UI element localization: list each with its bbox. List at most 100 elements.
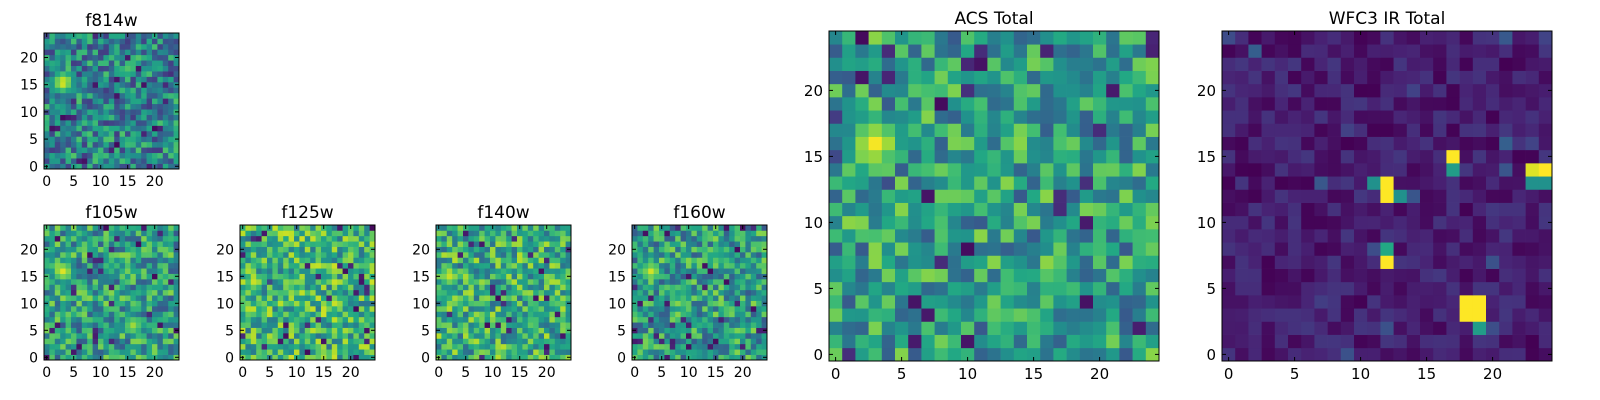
heatmap-cell [829,70,843,85]
heatmap-cell [152,81,158,88]
heatmap-cell [65,268,72,274]
heatmap-cell [135,273,142,280]
heatmap-cell [1486,308,1500,322]
heatmap-cell [1235,176,1249,190]
heatmap-cell [740,343,746,350]
heatmap-cell [108,343,115,350]
heatmap-cell [554,268,561,274]
heatmap-cell [675,241,681,247]
heatmap-cell [114,225,120,231]
heatmap-cell [1027,110,1041,124]
heatmap-cell [168,230,174,237]
heatmap-cell [675,284,681,291]
heatmap-cell [452,230,458,237]
heatmap-cell [157,136,164,143]
heatmap-cell [446,225,453,231]
heatmap-cell [1288,83,1302,98]
heatmap-cell [168,76,174,83]
heatmap-cell [326,343,333,350]
heatmap-cell [87,306,93,312]
heatmap-cell [245,246,252,253]
heatmap-cell [544,262,550,269]
heatmap-cell [637,333,644,339]
heatmap-cell [65,262,72,269]
heatmap-cell [549,273,556,280]
heatmap-cell [256,246,262,253]
heatmap-cell [511,327,518,334]
heatmap-cell [554,225,561,231]
heatmap-cell [642,349,649,355]
heatmap-cell [560,235,566,242]
x-tick-label: 5 [657,365,666,381]
x-tick-label: 0 [42,174,51,190]
heatmap-cell [734,273,741,280]
heatmap-cell [65,49,72,56]
heatmap-cell [686,343,692,350]
heatmap-cell [1288,149,1302,164]
heatmap-cell [723,333,730,339]
heatmap-cell [500,241,507,247]
heatmap-cell [44,311,50,318]
heatmap-cell [135,252,142,258]
heatmap-cell [1000,268,1015,283]
heatmap-cell [288,306,295,312]
heatmap-cell [54,235,61,242]
heatmap-cell [267,343,273,350]
heatmap-cell [1053,136,1067,151]
heatmap-cell [479,327,485,334]
heatmap-cell [272,349,279,355]
heatmap-cell [49,60,56,66]
heatmap-cell [653,295,660,301]
heatmap-cell [675,295,681,301]
heatmap-cell [1406,136,1421,151]
heatmap-cell [245,300,252,307]
heatmap-cell [544,279,550,285]
heatmap-cell [1079,255,1094,269]
heatmap-cell [1261,334,1276,349]
heatmap-cell [1393,268,1408,283]
heatmap-cell [463,246,469,253]
heatmap-cell [1314,268,1328,283]
heatmap-cell [868,242,883,256]
heatmap-cell [934,163,949,177]
heatmap-cell [1274,255,1289,269]
heatmap-cell [1393,136,1408,151]
heatmap-cell [632,230,638,237]
heatmap-cell [1499,44,1513,58]
heatmap-cell [157,327,164,334]
heatmap-cell [299,338,306,345]
heatmap-cell [934,268,949,283]
heatmap-cell [152,300,158,307]
heatmap-cell [92,71,99,77]
heatmap-cell [538,349,545,355]
heatmap-cell [527,300,534,307]
heatmap-cell [326,333,333,339]
heatmap-cell [908,149,922,164]
heatmap-cell [267,273,273,280]
heatmap-cell [54,289,61,296]
heatmap-cell [500,316,507,323]
heatmap-cell [315,306,322,312]
heatmap-cell [761,333,768,339]
heatmap-cell [49,327,56,334]
heatmap-cell [76,147,83,154]
heatmap-cell [288,225,295,231]
heatmap-cell [240,343,246,350]
heatmap-cell [1106,255,1120,269]
heatmap-cell [1119,149,1133,164]
heatmap-cell [87,125,93,132]
heatmap-cell [680,225,687,231]
heatmap-cell [1066,136,1081,151]
heatmap-cell [642,333,649,339]
heatmap-cell [152,349,158,355]
heatmap-cell [1367,44,1381,58]
heatmap-cell [1027,334,1041,349]
heatmap-cell [680,338,687,345]
heatmap-cell [468,295,475,301]
heatmap-cell [664,257,671,264]
heatmap-cell [707,327,714,334]
heatmap-cell [283,338,289,345]
heatmap-cell [364,273,370,280]
heatmap-cell [680,300,687,307]
heatmap-cell [1093,281,1107,296]
